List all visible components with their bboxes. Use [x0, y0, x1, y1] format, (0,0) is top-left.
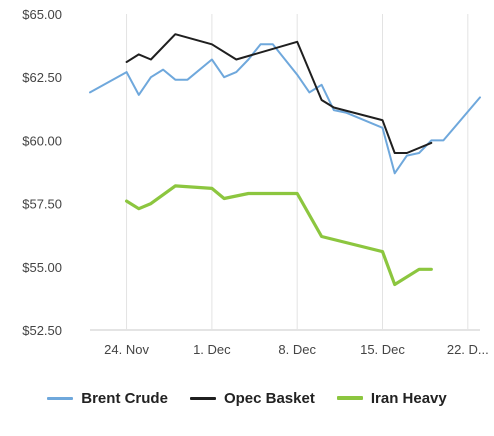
x-tick-label: 8. Dec: [278, 342, 316, 357]
legend-swatch: [336, 396, 363, 400]
legend-label: Iran Heavy: [370, 389, 447, 407]
y-tick-label: $60.00: [22, 133, 62, 148]
legend-item-opec-basket[interactable]: Opec Basket: [189, 389, 315, 407]
x-tick-label: 24. Nov: [104, 342, 149, 357]
y-tick-label: $65.00: [22, 7, 62, 22]
y-tick-label: $55.00: [22, 260, 62, 275]
legend-swatch: [189, 396, 216, 400]
x-tick-label: 22. D...: [447, 342, 489, 357]
series-line-brent-crude[interactable]: [89, 43, 481, 175]
x-tick-label: 15. Dec: [360, 342, 405, 357]
x-tick-label: 1. Dec: [193, 342, 231, 357]
y-tick-label: $62.50: [22, 70, 62, 85]
legend-label: Brent Crude: [81, 389, 168, 407]
x-axis-tick-labels: 24. Nov 1. Dec 8. Dec 15. Dec 22. D...: [104, 342, 489, 357]
y-tick-label: $52.50: [22, 323, 62, 338]
legend-label: Opec Basket: [223, 389, 315, 407]
gridlines: [90, 14, 480, 331]
line-chart: $52.50 $55.00 $57.50 $60.00 $62.50 $65.00 24.…: [22, 7, 489, 357]
legend-swatch: [47, 396, 74, 400]
legend: Brent Crude Opec Basket Iran Heavy: [0, 378, 494, 418]
y-tick-label: $57.50: [22, 197, 62, 212]
legend-item-brent-crude[interactable]: Brent Crude: [47, 390, 168, 407]
legend-item-iran-heavy[interactable]: Iran Heavy: [336, 389, 447, 407]
y-axis-tick-labels: $52.50 $55.00 $57.50 $60.00 $62.50 $65.00: [22, 7, 62, 338]
series-lines: [89, 33, 481, 287]
series-line-iran-heavy[interactable]: [124, 184, 433, 287]
series-line-opec-basket[interactable]: [125, 33, 433, 154]
